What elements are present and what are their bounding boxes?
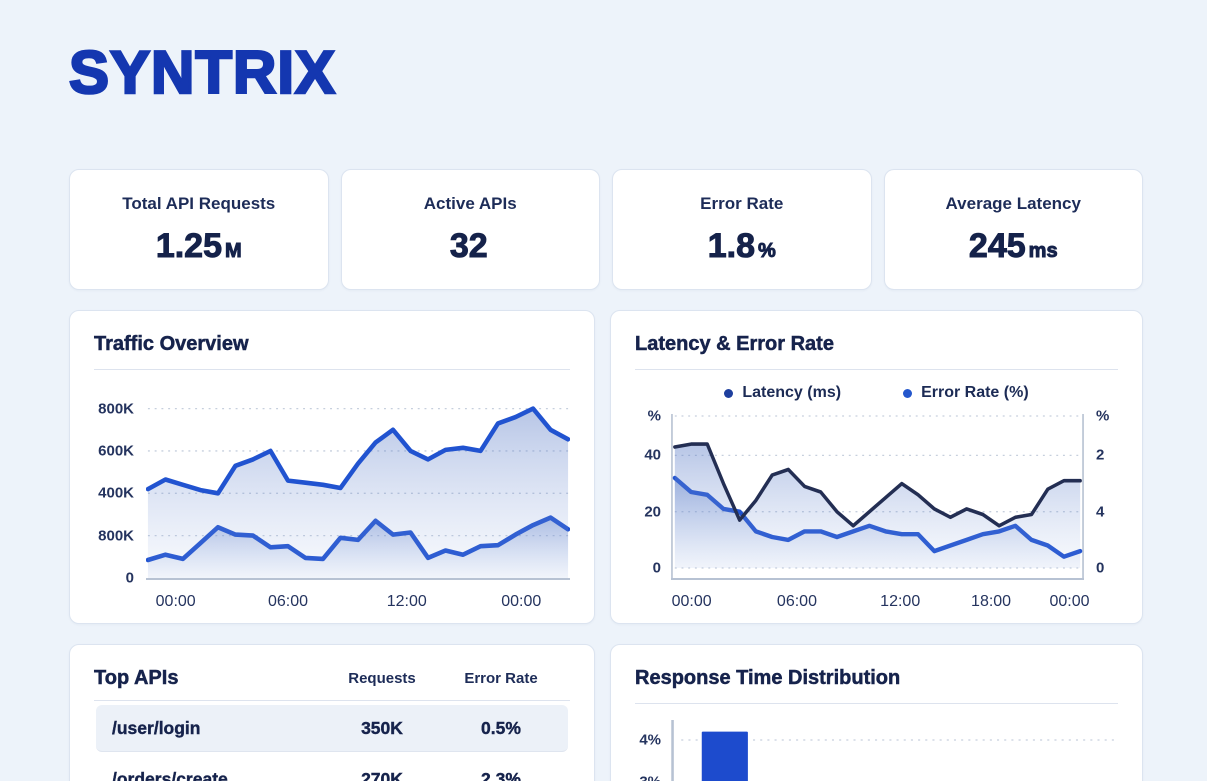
axis-tick-label: 00:00 bbox=[501, 593, 542, 610]
divider bbox=[635, 703, 1118, 704]
axis-tick-label: 12:00 bbox=[880, 593, 921, 610]
axis-tick-label: 06:00 bbox=[776, 593, 817, 610]
table-header: Top APIs Requests Error Rate bbox=[94, 667, 570, 690]
latency-chart: 00:00 06:00 12:00 18:00 00:00 bbox=[671, 412, 1090, 613]
axis-tick-label: 4 bbox=[1096, 503, 1105, 521]
stat-value: 245 ms bbox=[968, 226, 1058, 265]
axis-tick-label: 3% bbox=[639, 774, 661, 781]
requests-cell: 270K bbox=[361, 768, 403, 781]
error-rate-cell: 0.5% bbox=[481, 717, 521, 738]
axis-tick-label: 12:00 bbox=[386, 593, 427, 610]
axis-tick-label: 0 bbox=[1096, 559, 1105, 577]
stat-value: 1.25 M bbox=[155, 226, 243, 265]
response-chart bbox=[671, 716, 1118, 781]
stat-value: 32 bbox=[449, 226, 488, 265]
card-title: Response Time Distribution bbox=[635, 667, 901, 690]
divider bbox=[635, 369, 1118, 370]
endpoint-cell: /orders/create bbox=[112, 768, 228, 781]
divider bbox=[94, 700, 570, 701]
stat-card-error-rate: Error Rate 1.8% bbox=[612, 169, 872, 290]
axis-tick-label: 00:00 bbox=[155, 593, 196, 610]
brand-logo: SYNTRIX bbox=[68, 38, 337, 108]
traffic-chart: 00:00 06:00 12:00 00:00 bbox=[146, 390, 570, 613]
axis-tick-label: 2 bbox=[1096, 446, 1105, 464]
response-y-axis: 4% 3% bbox=[635, 716, 671, 781]
axis-tick-label: 800K bbox=[98, 400, 134, 418]
stat-label: Average Latency bbox=[945, 193, 1081, 213]
column-header-error-rate: Error Rate bbox=[464, 670, 538, 687]
traffic-y-axis: 800K 600K 400K 800K 0 bbox=[94, 390, 146, 613]
stat-label: Total API Requests bbox=[122, 193, 276, 213]
table-row: /orders/create 270K 2.3% bbox=[96, 756, 568, 781]
axis-tick-label: % bbox=[1096, 407, 1110, 425]
latency-left-axis: % 40 20 0 bbox=[635, 408, 671, 613]
axis-tick-label: 400K bbox=[98, 484, 134, 502]
latency-right-axis: % 2 4 0 bbox=[1084, 408, 1118, 613]
card-title: Traffic Overview bbox=[94, 333, 249, 356]
latency-error-card: Latency & Error Rate Latency (ms) Error R… bbox=[610, 310, 1143, 624]
column-header-requests: Requests bbox=[348, 670, 416, 687]
axis-tick-label: 0 bbox=[125, 569, 134, 587]
axis-tick-label: 20 bbox=[644, 503, 661, 521]
latency-x-axis: 00:00 06:00 12:00 18:00 00:00 bbox=[671, 589, 1090, 613]
error-rate-cell: 2.3% bbox=[481, 768, 521, 781]
requests-cell: 350K bbox=[361, 717, 403, 738]
endpoint-cell: /user/login bbox=[112, 717, 201, 738]
legend-dot-icon bbox=[724, 388, 734, 398]
axis-tick-label: 40 bbox=[644, 446, 661, 464]
top-apis-table: /user/login 350K 0.5% /orders/create 270… bbox=[94, 705, 570, 781]
stat-label: Error Rate bbox=[700, 193, 784, 213]
chart-legend: Latency (ms) Error Rate (%) bbox=[635, 384, 1118, 402]
traffic-x-axis: 00:00 06:00 12:00 00:00 bbox=[146, 589, 570, 613]
axis-tick-label: 600K bbox=[98, 442, 134, 460]
stats-row: Total API Requests 1.25 M Active APIs 32 … bbox=[69, 169, 1143, 290]
stat-unit: M bbox=[225, 239, 243, 262]
card-title: Top APIs bbox=[94, 667, 179, 690]
legend-item: Latency (ms) bbox=[724, 384, 841, 402]
legend-label: Error Rate (%) bbox=[921, 384, 1029, 401]
stat-label: Active APIs bbox=[423, 193, 517, 213]
stat-card-average-latency: Average Latency 245 ms bbox=[883, 169, 1143, 290]
response-time-card: Response Time Distribution 4% 3% bbox=[610, 644, 1143, 781]
table-row: /user/login 350K 0.5% bbox=[96, 705, 568, 752]
axis-tick-label: 0 bbox=[652, 559, 661, 577]
stat-unit: ms bbox=[1028, 239, 1058, 262]
legend-item: Error Rate (%) bbox=[903, 384, 1029, 402]
stat-card-active-apis: Active APIs 32 bbox=[340, 169, 600, 290]
legend-label: Latency (ms) bbox=[742, 384, 842, 401]
legend-dot-icon bbox=[903, 388, 913, 398]
stat-unit: % bbox=[757, 239, 776, 262]
axis-tick-label: 06:00 bbox=[268, 593, 309, 610]
axis-tick-label: % bbox=[647, 407, 661, 425]
top-apis-card: Top APIs Requests Error Rate /user/login… bbox=[69, 644, 595, 781]
axis-tick-label: 800K bbox=[98, 527, 134, 545]
axis-tick-label: 4% bbox=[639, 731, 661, 749]
traffic-overview-card: Traffic Overview 800K 600K 400K 800K 0 00:00… bbox=[69, 310, 595, 624]
axis-tick-label: 18:00 bbox=[971, 593, 1012, 610]
card-title: Latency & Error Rate bbox=[635, 333, 834, 356]
divider bbox=[94, 369, 570, 370]
axis-tick-label: 00:00 bbox=[671, 593, 712, 610]
axis-tick-label: 00:00 bbox=[1049, 593, 1090, 610]
stat-card-total-requests: Total API Requests 1.25 M bbox=[69, 169, 329, 290]
dashboard-page: SYNTRIX Total API Requests 1.25 M Active … bbox=[68, 38, 1143, 781]
stat-value: 1.8% bbox=[707, 226, 776, 265]
